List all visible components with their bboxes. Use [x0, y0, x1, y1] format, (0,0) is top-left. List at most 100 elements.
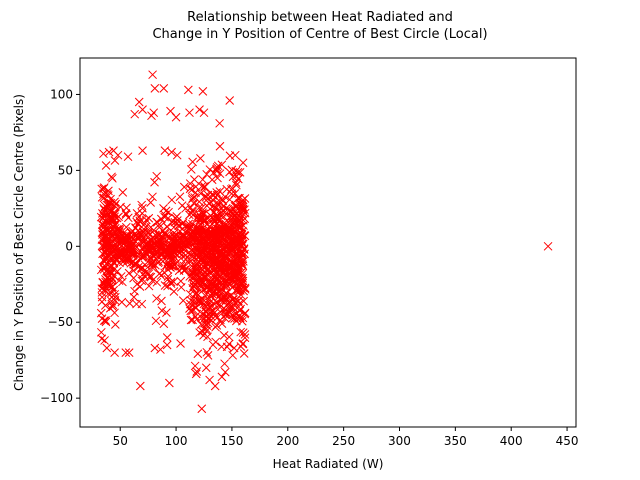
- data-point-marker: [221, 276, 231, 285]
- data-point-marker: [118, 188, 128, 197]
- data-point-marker: [146, 198, 156, 207]
- data-point-marker: [167, 195, 177, 205]
- data-point-marker: [224, 265, 234, 275]
- x-axis-ticks: 50 100 150 200 250 300 350 400 450: [113, 427, 579, 448]
- data-point-marker: [166, 279, 176, 288]
- data-point-marker: [192, 289, 202, 298]
- data-point-marker: [206, 315, 216, 325]
- data-point-marker: [134, 97, 144, 107]
- data-point-marker: [187, 206, 197, 215]
- data-point-marker: [160, 281, 170, 290]
- data-point-marker: [121, 210, 131, 219]
- data-point-marker: [193, 252, 203, 262]
- data-point-marker: [195, 225, 205, 235]
- x-tick-label: 150: [220, 434, 243, 448]
- data-point-marker: [209, 208, 218, 217]
- data-point-marker: [112, 243, 121, 253]
- y-tick-label: −50: [48, 315, 73, 329]
- y-axis-label: Change in Y Position of Best Circle Cent…: [12, 94, 26, 391]
- data-point-marker: [240, 333, 250, 343]
- data-point-marker: [207, 219, 217, 229]
- y-axis-ticks: −100 −50 0 50 100: [40, 87, 80, 405]
- data-point-marker: [116, 272, 126, 281]
- data-point-marker: [188, 283, 197, 293]
- data-point-marker: [226, 263, 235, 272]
- data-point-marker: [138, 105, 147, 114]
- data-point-marker: [217, 372, 227, 382]
- data-point-marker: [157, 238, 167, 248]
- data-point-marker: [220, 359, 229, 369]
- data-point-marker: [163, 272, 173, 281]
- data-point-marker: [191, 369, 201, 379]
- data-point-marker: [140, 248, 150, 257]
- data-point-marker: [114, 276, 124, 286]
- data-point-marker: [211, 275, 221, 284]
- data-point-marker: [111, 199, 121, 209]
- y-tick-label: 100: [50, 87, 73, 101]
- data-point-marker: [130, 109, 140, 119]
- data-point-marker: [150, 84, 160, 93]
- data-point-marker: [543, 241, 553, 251]
- data-point-marker: [103, 225, 112, 234]
- data-point-marker: [213, 282, 222, 291]
- data-point-marker: [159, 319, 169, 329]
- data-point-marker: [233, 260, 242, 269]
- data-point-marker: [200, 181, 209, 191]
- data-point-marker: [212, 298, 221, 307]
- data-point-marker: [198, 87, 208, 96]
- data-point-marker: [202, 241, 212, 251]
- x-tick-label: 400: [500, 434, 523, 448]
- data-point-marker: [207, 232, 216, 242]
- data-point-marker: [134, 212, 144, 222]
- data-point-marker: [110, 156, 120, 165]
- data-point-marker: [124, 348, 134, 357]
- data-point-marker: [172, 150, 182, 160]
- data-point-marker: [187, 267, 197, 277]
- data-point-marker: [102, 280, 112, 289]
- data-point-marker: [226, 302, 236, 312]
- data-point-marker: [138, 146, 147, 155]
- data-point-marker: [210, 226, 219, 235]
- data-point-marker: [207, 202, 217, 212]
- data-point-marker: [152, 277, 162, 287]
- data-point-marker: [192, 367, 202, 376]
- data-point-marker: [212, 164, 221, 174]
- data-point-marker: [201, 363, 211, 373]
- data-point-marker: [196, 153, 205, 163]
- x-tick-label: 300: [388, 434, 411, 448]
- data-point-marker: [165, 249, 175, 259]
- data-point-marker: [129, 273, 138, 283]
- data-point-marker: [115, 258, 124, 268]
- data-point-marker: [197, 275, 206, 285]
- data-point-marker: [163, 265, 173, 274]
- data-point-marker: [235, 193, 244, 203]
- data-point-marker: [236, 234, 245, 244]
- data-point-marker: [238, 339, 248, 348]
- data-point-marker: [169, 287, 179, 296]
- data-point-marker: [159, 84, 169, 93]
- data-point-marker: [100, 336, 109, 345]
- data-point-marker: [121, 222, 131, 232]
- data-point-marker: [156, 271, 166, 280]
- data-point-marker: [100, 248, 110, 258]
- data-point-marker: [162, 308, 171, 317]
- data-point-marker: [202, 298, 212, 308]
- data-point-marker: [145, 258, 154, 268]
- data-point-marker: [147, 111, 156, 121]
- data-point-marker: [175, 244, 185, 254]
- data-point-marker: [162, 340, 172, 350]
- data-point-marker: [171, 213, 180, 223]
- data-point-marker: [143, 228, 153, 237]
- data-point-marker: [147, 240, 157, 249]
- data-point-marker: [202, 347, 212, 357]
- data-point-marker: [225, 96, 235, 105]
- data-point-marker: [203, 350, 213, 360]
- data-point-marker: [167, 147, 176, 157]
- data-point-marker: [238, 158, 248, 168]
- data-point-marker: [99, 264, 109, 274]
- data-point-marker: [106, 206, 115, 216]
- data-point-marker: [213, 173, 222, 183]
- data-point-marker: [154, 257, 164, 266]
- data-point-marker: [97, 184, 107, 194]
- data-point-marker: [102, 277, 112, 286]
